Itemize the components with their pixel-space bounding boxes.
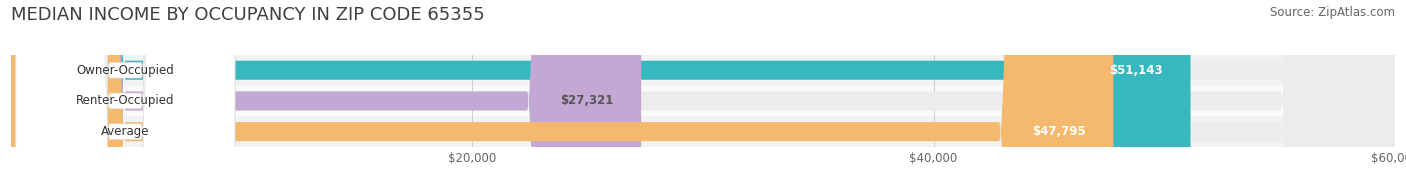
FancyBboxPatch shape: [15, 0, 235, 196]
FancyBboxPatch shape: [15, 0, 235, 196]
FancyBboxPatch shape: [11, 0, 1395, 196]
Text: MEDIAN INCOME BY OCCUPANCY IN ZIP CODE 65355: MEDIAN INCOME BY OCCUPANCY IN ZIP CODE 6…: [11, 6, 485, 24]
FancyBboxPatch shape: [15, 0, 235, 196]
FancyBboxPatch shape: [11, 0, 641, 196]
Text: $47,795: $47,795: [1032, 125, 1085, 138]
FancyBboxPatch shape: [11, 0, 1395, 196]
Text: Renter-Occupied: Renter-Occupied: [76, 94, 174, 107]
Text: $27,321: $27,321: [560, 94, 613, 107]
Text: Source: ZipAtlas.com: Source: ZipAtlas.com: [1270, 6, 1395, 19]
Text: Owner-Occupied: Owner-Occupied: [76, 64, 174, 77]
Bar: [11, 86, 1395, 116]
FancyBboxPatch shape: [11, 0, 1395, 196]
Bar: [11, 116, 1395, 147]
FancyBboxPatch shape: [11, 0, 1191, 196]
Text: $51,143: $51,143: [1109, 64, 1163, 77]
Bar: [11, 55, 1395, 86]
Text: Average: Average: [101, 125, 149, 138]
FancyBboxPatch shape: [11, 0, 1114, 196]
